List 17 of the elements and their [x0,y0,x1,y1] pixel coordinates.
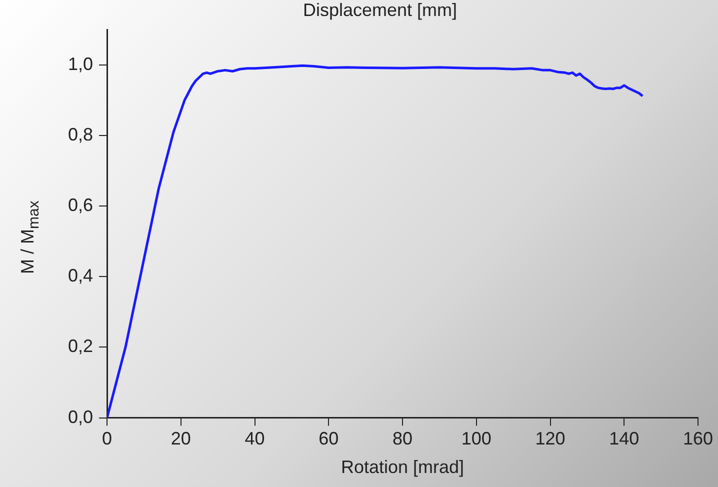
y-tick-label: 0,2 [68,336,94,356]
y-tick-label: 0,6 [68,195,94,216]
x-tick-label: 80 [392,428,413,449]
chart-title: Displacement [mm] [302,0,458,20]
x-tick-label: 120 [535,428,566,449]
x-tick-label: 100 [461,428,492,449]
x-axis-title: Rotation [mrad] [340,457,464,478]
x-tick-label: 160 [682,428,714,449]
x-tick-label: 40 [244,428,265,449]
x-tick-label: 140 [609,428,640,449]
y-tick-label: 1,0 [68,54,94,74]
x-tick-label: 60 [318,428,339,449]
y-tick-label: 0,8 [68,124,94,144]
x-tick-label: 20 [170,428,191,449]
x-tick-label: 0 [102,428,112,449]
y-tick-label: 0,0 [68,406,94,427]
y-tick-label: 0,4 [68,266,94,286]
